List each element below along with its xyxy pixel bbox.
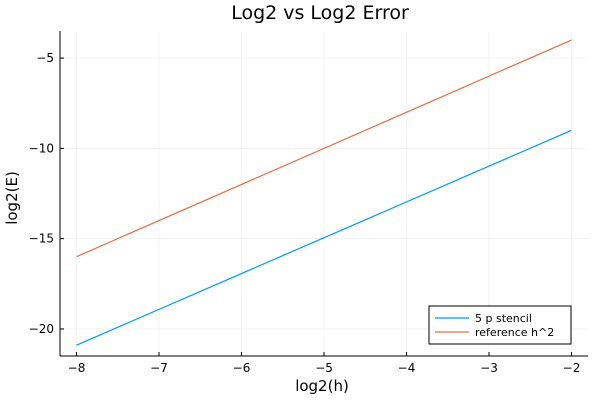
x-tick-label: −8 bbox=[68, 361, 86, 375]
y-ticks: −20 −15 −10 −5 bbox=[29, 51, 64, 336]
x-tick-label: −7 bbox=[150, 361, 168, 375]
y-tick-label: −5 bbox=[36, 51, 54, 65]
x-tick-label: −3 bbox=[480, 361, 498, 375]
x-tick-label: −4 bbox=[398, 361, 416, 375]
x-tick-label: −6 bbox=[233, 361, 251, 375]
x-ticks: −8 −7 −6 −5 −4 −3 −2 bbox=[68, 352, 581, 375]
series-line-1 bbox=[76, 39, 572, 258]
series-group bbox=[76, 39, 572, 346]
x-tick-label: −2 bbox=[563, 361, 581, 375]
series-line-0 bbox=[76, 129, 572, 346]
chart-title: Log2 vs Log2 Error bbox=[231, 2, 409, 24]
y-tick-label: −20 bbox=[29, 322, 54, 336]
y-tick-label: −15 bbox=[29, 232, 54, 246]
legend-box bbox=[428, 305, 572, 345]
x-tick-label: −5 bbox=[315, 361, 333, 375]
grid bbox=[60, 31, 588, 356]
y-axis-label: log2(E) bbox=[3, 171, 21, 225]
legend-label-0: 5 p stencil bbox=[475, 312, 532, 325]
x-axis-label: log2(h) bbox=[295, 377, 349, 395]
y-tick-label: −10 bbox=[29, 141, 54, 155]
legend-label-1: reference h^2 bbox=[475, 326, 554, 339]
